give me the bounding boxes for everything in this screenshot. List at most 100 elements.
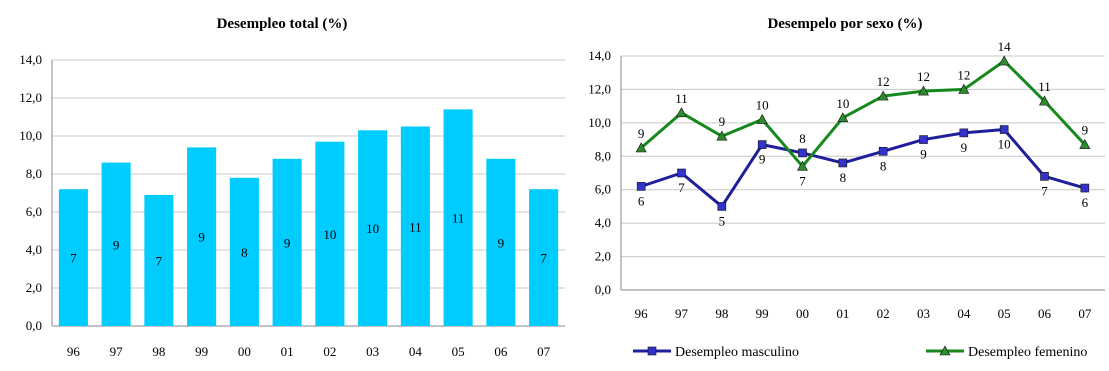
bar-y-tick-label: 2,0 xyxy=(26,280,42,295)
line-x-tick-label: 97 xyxy=(675,306,689,321)
data-point-male xyxy=(959,128,969,138)
data-point-male xyxy=(717,202,727,211)
bar-x-tick-label: 01 xyxy=(281,344,294,359)
data-point-female xyxy=(635,142,647,153)
data-point-male xyxy=(757,140,767,149)
bar-x-tick-label: 99 xyxy=(195,344,208,359)
data-label-female: 11 xyxy=(1038,79,1051,94)
bar xyxy=(58,189,88,326)
data-label-male: 8 xyxy=(799,131,806,146)
line-x-tick-label: 01 xyxy=(836,306,849,321)
data-point-male xyxy=(919,135,928,144)
bar-x-tick-label: 06 xyxy=(494,344,508,359)
line-y-tick-label: 10,0 xyxy=(588,115,611,130)
data-point-male xyxy=(878,146,888,156)
bar-data-label: 9 xyxy=(113,237,120,252)
data-point-female xyxy=(917,85,930,96)
data-label-male: 9 xyxy=(961,140,968,155)
bar-x-tick-label: 05 xyxy=(452,344,465,359)
data-label-female: 10 xyxy=(836,96,849,111)
data-label-male: 6 xyxy=(1082,195,1089,210)
series-line-female xyxy=(640,59,1086,168)
bar-chart-title: Desempleo total (%) xyxy=(217,16,348,32)
data-label-female: 7 xyxy=(799,173,806,188)
bar-x-tick-label: 04 xyxy=(409,344,423,359)
data-label-female: 12 xyxy=(917,69,930,84)
bar-x-tick-label: 00 xyxy=(238,344,251,359)
data-point-female xyxy=(756,113,768,124)
bar-x-tick-label: 97 xyxy=(110,344,124,359)
data-label-female: 9 xyxy=(1082,123,1089,138)
bar-data-label: 10 xyxy=(366,221,379,236)
bar-y-tick-label: 10,0 xyxy=(19,128,42,143)
series-line-male xyxy=(640,128,1086,208)
line-chart-title: Desempelo por sexo (%) xyxy=(767,16,922,32)
data-label-female: 11 xyxy=(675,91,688,106)
data-label-female: 12 xyxy=(877,74,890,89)
bar xyxy=(144,194,174,326)
bar-data-label: 7 xyxy=(540,251,547,266)
bar-data-label: 9 xyxy=(498,235,505,250)
data-point-male xyxy=(636,182,646,191)
data-point-male xyxy=(798,148,807,158)
legend-label-female: Desempleo femenino xyxy=(968,345,1087,360)
legend-label-male: Desempleo masculino xyxy=(675,345,799,360)
data-point-female xyxy=(998,55,1010,66)
legend-marker-female xyxy=(939,345,951,356)
bar-data-label: 7 xyxy=(70,251,77,266)
bar-x-tick-label: 02 xyxy=(323,344,336,359)
data-point-female xyxy=(1038,95,1051,106)
bar-data-label: 11 xyxy=(409,219,422,234)
data-label-male: 8 xyxy=(880,158,887,173)
bar-x-tick-label: 98 xyxy=(152,344,165,359)
bar-y-tick-label: 8,0 xyxy=(26,166,42,181)
data-label-female: 9 xyxy=(719,114,726,129)
data-label-male: 7 xyxy=(678,180,685,195)
data-point-male xyxy=(838,158,848,168)
bar-y-tick-label: 6,0 xyxy=(26,204,42,219)
line-y-tick-label: 12,0 xyxy=(588,81,611,96)
data-point-male xyxy=(1040,172,1049,181)
bar xyxy=(101,162,131,326)
bar xyxy=(486,158,516,326)
line-x-tick-label: 06 xyxy=(1038,306,1052,321)
bar-data-label: 9 xyxy=(198,230,205,245)
line-y-tick-label: 8,0 xyxy=(595,148,611,163)
data-point-female xyxy=(796,160,809,171)
bar xyxy=(358,130,388,326)
bar-data-label: 7 xyxy=(156,253,163,268)
line-x-tick-label: 05 xyxy=(998,306,1011,321)
bar xyxy=(400,126,430,326)
data-point-male xyxy=(677,168,686,178)
bar-y-tick-label: 4,0 xyxy=(26,242,42,257)
bar xyxy=(187,147,217,326)
data-label-male: 7 xyxy=(1041,183,1048,198)
data-point-female xyxy=(958,83,970,94)
data-point-female xyxy=(877,90,889,101)
line-y-tick-label: 6,0 xyxy=(595,182,611,197)
data-point-female xyxy=(1079,138,1091,149)
bar-x-tick-label: 96 xyxy=(67,344,81,359)
bar-x-tick-label: 03 xyxy=(366,344,379,359)
line-x-tick-label: 96 xyxy=(635,306,649,321)
data-label-male: 8 xyxy=(840,170,847,185)
bar-y-tick-label: 14,0 xyxy=(19,52,42,67)
line-y-tick-label: 4,0 xyxy=(595,215,611,230)
line-x-tick-label: 99 xyxy=(756,306,769,321)
bar-data-label: 8 xyxy=(241,245,248,260)
legend-marker-male xyxy=(647,346,657,356)
data-label-male: 5 xyxy=(719,213,726,228)
bar-data-label: 9 xyxy=(284,235,291,250)
bar xyxy=(272,158,302,326)
data-label-female: 10 xyxy=(756,98,769,113)
line-x-tick-label: 00 xyxy=(796,306,809,321)
bar-data-label: 10 xyxy=(323,227,336,242)
data-point-female xyxy=(716,130,728,141)
data-point-female xyxy=(837,112,849,123)
bar-y-tick-label: 0,0 xyxy=(26,318,42,333)
data-label-female: 12 xyxy=(957,67,970,82)
line-x-tick-label: 04 xyxy=(957,306,971,321)
data-point-female xyxy=(675,107,688,118)
line-x-tick-label: 02 xyxy=(877,306,890,321)
data-point-male xyxy=(999,125,1009,134)
